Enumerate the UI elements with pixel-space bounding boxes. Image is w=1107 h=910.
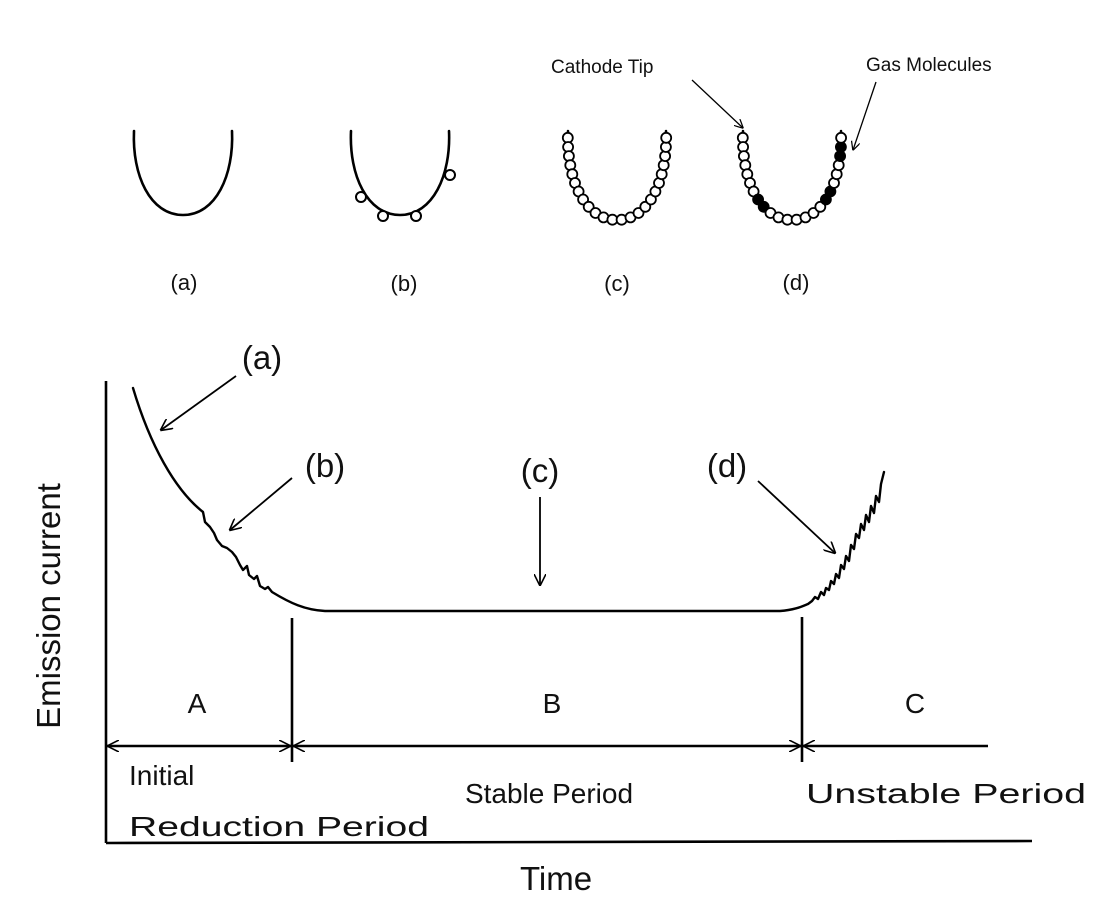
callout-d-label: (d) [707, 447, 747, 484]
tip-a-shape [132, 129, 234, 217]
callout-a-arrow [161, 375, 237, 430]
region-b-letter: B [543, 688, 562, 719]
region-a-letter: A [188, 688, 207, 719]
emission-graph: (a) (b) (c) (d) A B C Initial Reduction … [30, 339, 1086, 897]
cathode-tip-leader [691, 79, 743, 128]
gas-molecules-label: Gas Molecules [866, 55, 992, 76]
panel-label-c: (c) [604, 271, 630, 296]
callout-b-label: (b) [305, 447, 345, 484]
tip-d-molecules [736, 131, 847, 226]
period-a-line2: Reduction Period [129, 811, 429, 842]
period-b-label: Stable Period [465, 778, 633, 809]
emission-curve [131, 386, 886, 613]
gas-molecules-leader [853, 81, 877, 150]
tip-c-molecules [561, 131, 673, 226]
period-a-line1: Initial [129, 760, 194, 791]
x-axis-title: Time [520, 860, 592, 897]
tip-b-molecules [355, 169, 456, 222]
panel-label-a: (a) [171, 270, 198, 295]
callout-c-label: (c) [521, 452, 559, 489]
tip-c-shape [566, 129, 668, 222]
panel-label-b: (b) [391, 271, 418, 296]
callout-d-arrow [757, 480, 835, 553]
tip-d-shape [741, 129, 843, 222]
tip-b-shape [349, 129, 451, 217]
region-c-letter: C [905, 688, 925, 719]
period-c-label: Unstable Period [806, 778, 1086, 809]
cathode-tip-panels: Cathode Tip Gas Molecules (a) (b) (c) (d… [132, 55, 992, 296]
panel-label-d: (d) [783, 270, 810, 295]
gas-molecule [835, 131, 847, 144]
cathode-tip-label: Cathode Tip [551, 57, 653, 78]
callout-b-arrow [230, 477, 293, 530]
callout-a-label: (a) [242, 339, 282, 376]
y-axis-title: Emission current [30, 483, 67, 729]
gas-molecule [660, 131, 673, 144]
x-axis [105, 839, 1033, 845]
